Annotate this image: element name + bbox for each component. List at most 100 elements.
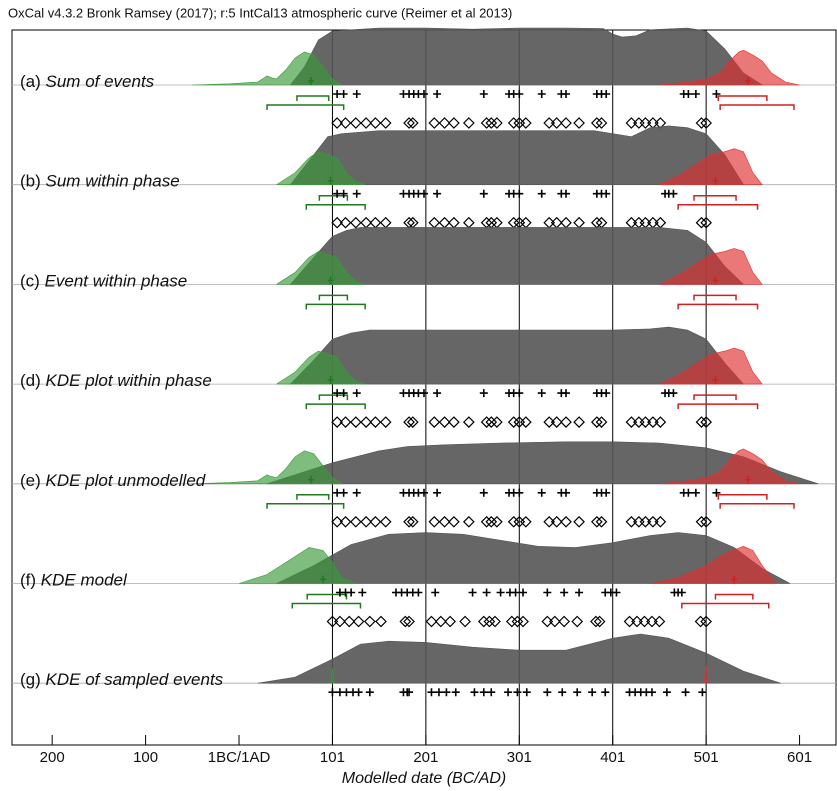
x-tick-label: 201 [413,749,438,766]
median-marker [327,376,334,385]
sample-diamond [349,117,362,129]
sample-cross [712,488,721,497]
sample-diamond [633,416,645,428]
sample-cross [560,588,569,597]
range-bracket [693,394,737,401]
sample-cross [513,688,522,697]
sample-cross [602,389,611,398]
sample-diamond [558,615,570,628]
x-tick-label: 200 [40,749,65,766]
range-bracket [677,303,759,310]
range-bracket [296,494,330,500]
sample-diamond [590,416,603,428]
range-bracket [318,294,349,301]
sample-diamond [639,416,652,428]
sample-diamond [489,615,501,628]
sample-diamond [695,416,708,428]
sample-diamond [625,416,638,428]
sample-cross [479,488,488,497]
sample-diamond [428,515,441,528]
sample-diamond [428,416,441,428]
sample-cross [339,189,348,198]
sample-diamond [403,515,415,528]
sample-diamond [349,216,362,229]
sample-cross [420,488,428,497]
density-curve [289,125,744,185]
sample-diamond [511,615,524,628]
sample-cross [433,90,442,98]
panel-letter: (d) [20,372,41,391]
median-marker [745,475,752,484]
sample-diamond [339,117,352,129]
sample-cross [451,688,460,697]
median-marker [327,176,334,185]
sample-diamond [438,416,451,428]
sample-diamond [573,416,585,428]
x-tick-label: 401 [600,749,625,766]
x-tick-label: 1BC/1AD [208,749,271,766]
sample-cross [427,688,436,697]
panel-label: (a) Sum of events [20,72,155,91]
sample-diamond [507,416,520,428]
sample-cross [405,688,414,697]
density-curve [659,49,800,86]
sample-cross [537,488,546,497]
sample-cross [431,588,440,597]
sample-diamond [331,117,343,129]
median-marker [307,77,314,85]
sample-diamond [543,416,556,428]
sample-diamond [334,615,346,628]
sample-cross [543,588,552,597]
sample-cross [479,688,488,697]
sample-diamond [639,515,652,528]
sample-diamond [331,416,343,428]
median-marker [320,575,327,584]
sample-diamond [517,615,529,628]
sample-cross [522,688,531,697]
sample-diamond [406,216,419,229]
x-axis-label: Modelled date (BC/AD) [342,770,507,787]
sample-diamond [349,416,362,428]
sample-diamond [343,615,356,628]
density-curve [276,350,366,385]
sample-diamond [360,117,372,129]
sample-diamond [360,515,372,528]
panel-name: Event within phase [45,272,188,291]
sample-diamond [403,416,415,428]
density-curve [289,326,744,385]
median-marker [712,376,719,385]
range-bracket [677,203,759,210]
sample-diamond [543,216,556,229]
sample-diamond [403,117,415,129]
sample-diamond [483,615,496,628]
sample-diamond [491,117,503,129]
sample-cross [433,488,442,497]
sample-cross [537,189,546,198]
sample-diamond [462,515,475,528]
sample-diamond [700,416,712,428]
density-curve [289,27,764,86]
sample-diamond [519,117,532,129]
sample-cross [684,90,693,98]
sample-cross [365,688,374,697]
sample-diamond [505,615,518,628]
x-tick-label: 100 [133,749,158,766]
sample-diamond [444,615,457,628]
range-bracket [693,294,737,301]
sample-cross [602,90,611,98]
sample-diamond [485,515,498,528]
sample-diamond [369,416,382,428]
sample-diamond [625,515,638,528]
sample-diamond [647,515,659,528]
sample-diamond [543,515,556,528]
sample-cross [562,389,571,398]
sample-diamond [593,615,606,628]
panel-letter: (a) [20,72,41,91]
sample-diamond [462,117,475,129]
sample-cross [420,90,428,98]
range-bracket [266,104,345,110]
sample-cross [482,588,491,597]
sample-diamond [639,117,652,129]
sample-cross [479,90,488,98]
sample-cross [669,189,678,198]
